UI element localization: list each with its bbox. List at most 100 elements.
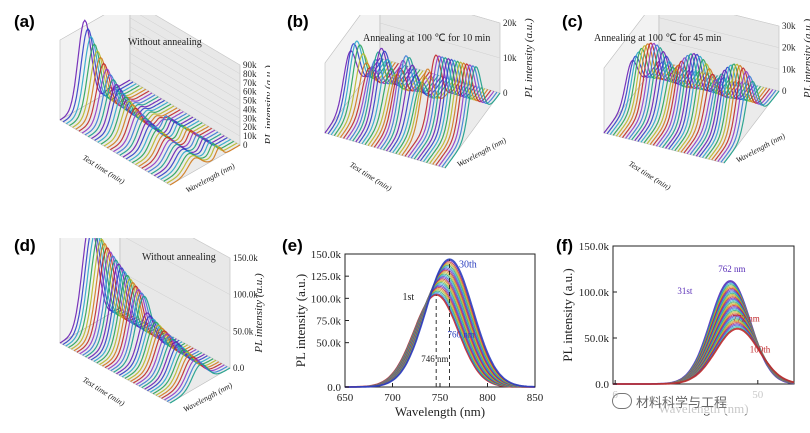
watermark-text: 材料科学与工程	[636, 395, 728, 411]
z-gridline	[129, 70, 241, 137]
spectrum-curve	[65, 238, 126, 347]
annotation-label: 31st	[677, 286, 693, 296]
panel-label-d: (d)	[14, 236, 36, 255]
spectrum-curve	[352, 51, 409, 142]
spectrum-curve	[81, 68, 153, 134]
spectrum-curve	[169, 363, 231, 404]
z-gridline	[129, 53, 241, 119]
spectrum-curve	[702, 64, 758, 158]
panel-label-b: (b)	[287, 12, 309, 31]
z-tick-label: 20k	[243, 122, 257, 132]
z-tick-label: 0	[243, 140, 248, 150]
y-tick-label: 50.0k	[584, 333, 609, 345]
x-axis-title: Wavelength (nm)	[395, 404, 485, 419]
spectrum-curve	[717, 70, 774, 162]
spectrum-curve	[720, 75, 777, 163]
spectrum-curve	[87, 78, 159, 138]
spectrum-curve	[618, 43, 675, 138]
x-axis-title: Test time (min)	[81, 153, 127, 186]
spectrum-curve	[333, 44, 390, 137]
z-gridline	[119, 271, 231, 332]
watermark: 材料科学与工程	[608, 388, 808, 414]
annotation-label: 100th	[750, 345, 771, 355]
z-gridline	[129, 17, 241, 83]
annotation-label: 772 nm	[733, 313, 760, 323]
y-tick-label: 0.0	[327, 382, 341, 394]
chart-e: 0.0 50.0k 75.0k 100.0k 125.0k 150.0k 650 700 750…	[293, 249, 544, 419]
z-tick-label: 0	[782, 86, 787, 96]
z-gridline	[139, 15, 241, 75]
spectrum-curve	[158, 354, 220, 398]
spectrum-curve	[84, 73, 156, 136]
spectrum-curve	[613, 327, 795, 385]
z-gridline	[129, 35, 241, 101]
spectrum-curve	[698, 66, 755, 158]
spectrum-curve	[116, 112, 187, 154]
z-gridline	[658, 39, 780, 70]
z-tick-label: 80k	[243, 69, 257, 79]
spectrum-curve	[637, 55, 694, 142]
z-gridline	[379, 22, 501, 59]
spectrum-curve	[680, 67, 737, 153]
y-tick-label: 75.0k	[316, 316, 341, 328]
annotation-label: 30th	[459, 259, 477, 270]
x-tick-label: 700	[384, 392, 401, 404]
spectrum-curve	[155, 351, 217, 396]
z-tick-label: 50k	[243, 96, 257, 106]
wechat-icon	[612, 393, 632, 409]
z-tick-label: 40k	[243, 104, 257, 114]
z-tick-label: 90k	[243, 60, 257, 70]
z-gridline	[192, 238, 231, 259]
y-tick-label: 100.0k	[311, 293, 342, 305]
spectrum-curve	[113, 295, 174, 373]
spectrum-curve	[658, 54, 715, 148]
z-tick-label: 10k	[243, 131, 257, 141]
z-gridline	[658, 17, 780, 48]
z-tick-label: 100.0k	[233, 290, 258, 300]
z-tick-label: 60k	[243, 87, 257, 97]
y-tick-label: 150.0k	[311, 249, 342, 261]
spectrum-curve	[609, 51, 666, 135]
spectrum-curve	[345, 258, 535, 388]
spectrum-curve	[723, 80, 780, 164]
annotation-text: Annealing at 100 ℃ for 45 min	[594, 33, 721, 44]
x-axis-title: Test time (min)	[348, 160, 394, 193]
z-axis-title: PL intensity (a.u.)	[523, 18, 535, 99]
spectrum-curve	[94, 88, 165, 141]
spectrum-curve	[119, 114, 190, 156]
spectrum-curve	[640, 60, 697, 143]
spectrum-curve	[677, 63, 734, 152]
spectrum-curve	[62, 238, 124, 346]
spectrum-curve	[358, 50, 415, 144]
panel-label-c: (c)	[562, 12, 583, 31]
spectrum-curve	[655, 57, 712, 147]
panel-label-e: (e)	[282, 236, 303, 255]
z-gridline	[125, 238, 231, 295]
annotation-label: 1st	[403, 292, 415, 303]
annotation-label: 746 nm	[421, 354, 448, 364]
spectrum-curve	[128, 120, 200, 162]
x-tick-label: 800	[479, 392, 496, 404]
annotation-text: Without annealing	[128, 37, 202, 48]
spectrum-curve	[68, 238, 129, 349]
y-tick-label: 100.0k	[579, 287, 610, 299]
panel-label-a: (a)	[14, 12, 35, 31]
spectrum-curve	[109, 107, 181, 151]
spectrum-curve	[78, 62, 150, 132]
y-axis-title: PL intensity (a.u.)	[560, 268, 575, 361]
y-tick-label: 125.0k	[311, 271, 342, 283]
annotation-text: Without annealing	[142, 252, 216, 263]
z-gridline	[129, 62, 241, 128]
x-axis-title: Test time (min)	[627, 159, 673, 192]
chart-b-3d: 0 10k 20k PL intensity (a.u.) Test time (min…	[324, 15, 535, 193]
z-tick-label: 70k	[243, 78, 257, 88]
z-tick-label: 30k	[243, 113, 257, 123]
z-axis-title: PL intensity (a.u.)	[802, 19, 810, 100]
spectrum-curve	[444, 65, 501, 169]
spectrum-curve	[631, 47, 688, 141]
z-tick-label: 20k	[782, 43, 796, 53]
annotation-text: Annealing at 100 ℃ for 10 min	[363, 33, 490, 44]
y-tick-label: 50.0k	[316, 338, 341, 350]
